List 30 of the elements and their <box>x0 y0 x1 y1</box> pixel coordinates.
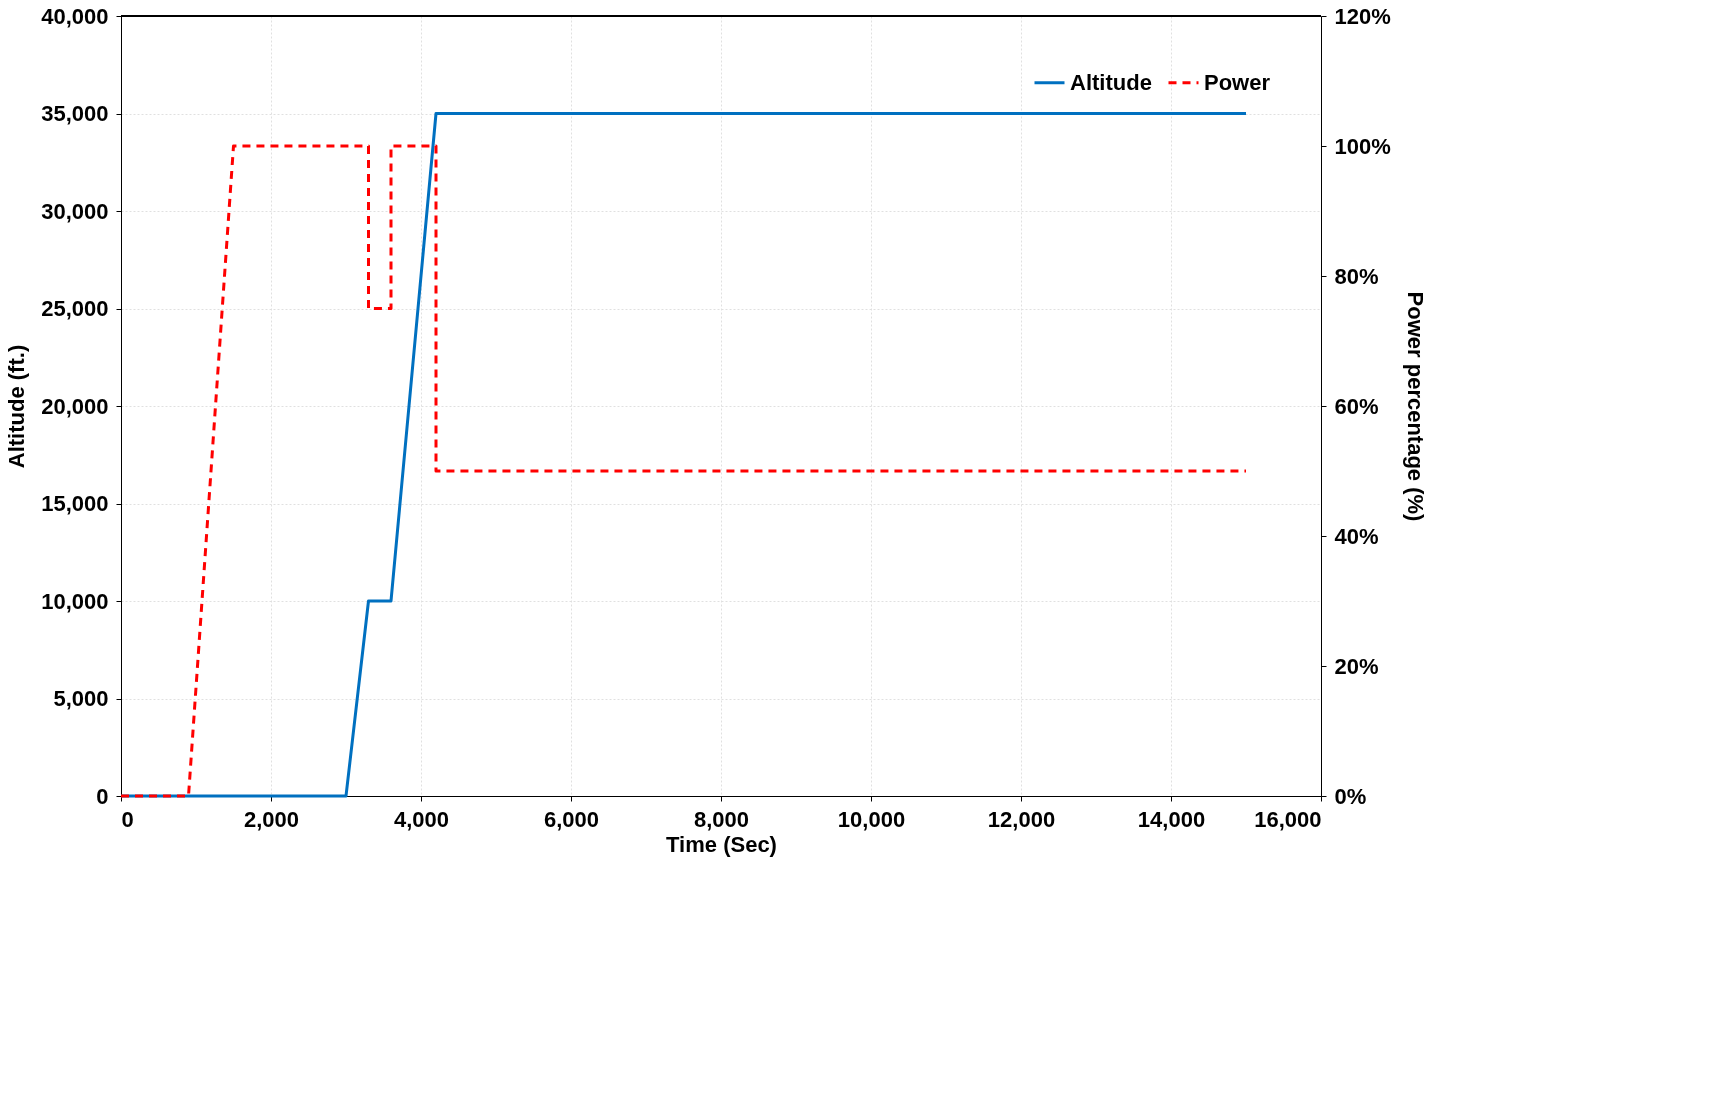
y2-tick-label: 80% <box>1334 263 1379 289</box>
y-axis-title: Altitude (ft.) <box>4 344 30 469</box>
y-tick-label: 25,000 <box>41 296 109 321</box>
y2-tick-label: 20% <box>1334 653 1379 679</box>
x-tick-label: 10,000 <box>837 806 906 832</box>
legend-label: Power <box>1204 69 1271 95</box>
y-tick-label: 20,000 <box>41 393 109 419</box>
y2-tick-label: 0% <box>1334 783 1367 809</box>
y2-axis-title: Power percentage (%) <box>1402 291 1428 522</box>
legend-label: Altitude <box>1070 69 1152 95</box>
x-tick-label: 4,000 <box>393 806 450 832</box>
y2-tick-label: 100% <box>1334 133 1391 159</box>
x-tick-label: 6,000 <box>543 806 600 832</box>
y-tick-label: 0 <box>96 783 109 809</box>
y-tick-label: 35,000 <box>41 101 109 126</box>
y-tick-label: 10,000 <box>41 588 109 614</box>
y-tick-label: 30,000 <box>41 198 109 224</box>
x-tick-label: 14,000 <box>1137 806 1206 832</box>
x-tick-label: 16,000 <box>1254 806 1322 832</box>
x-tick-label: 12,000 <box>987 806 1056 832</box>
y-tick-label: 40,000 <box>41 3 109 29</box>
y2-tick-label: 120% <box>1334 3 1391 29</box>
y2-tick-label: 60% <box>1334 393 1379 419</box>
x-tick-label: 2,000 <box>243 806 300 832</box>
x-tick-label: 8,000 <box>693 806 750 832</box>
x-axis-title: Time (Sec) <box>666 831 777 857</box>
y-tick-label: 15,000 <box>41 491 109 516</box>
y-tick-label: 5,000 <box>53 686 109 711</box>
x-tick-label: 0 <box>121 806 134 832</box>
y2-tick-label: 40% <box>1334 523 1379 549</box>
